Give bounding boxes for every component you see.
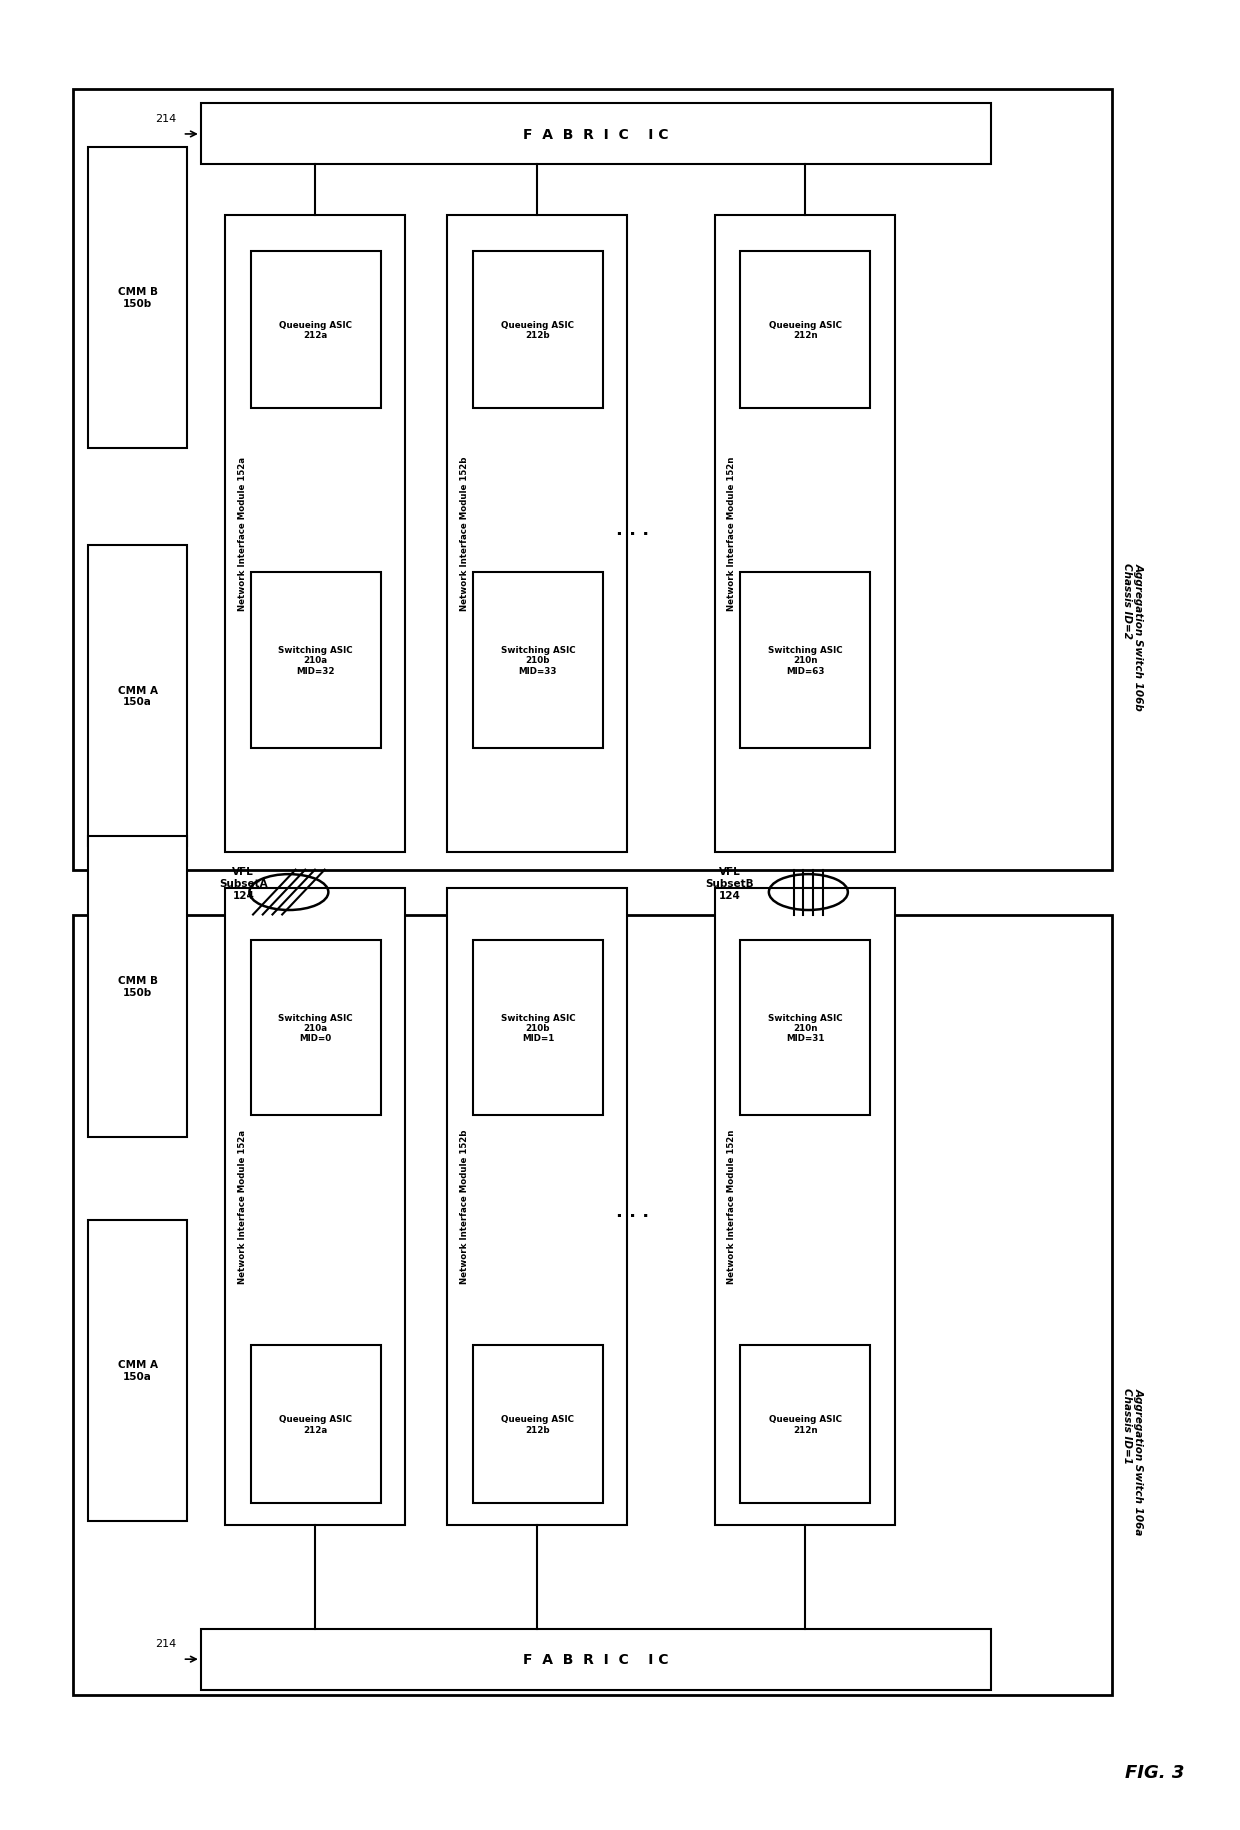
FancyBboxPatch shape (472, 573, 603, 748)
Text: 214: 214 (155, 1638, 176, 1649)
FancyBboxPatch shape (88, 545, 187, 847)
Text: Queueing ASIC
212b: Queueing ASIC 212b (501, 320, 574, 340)
Text: Switching ASIC
210n
MID=63: Switching ASIC 210n MID=63 (768, 646, 843, 675)
FancyBboxPatch shape (472, 251, 603, 410)
FancyBboxPatch shape (714, 216, 894, 853)
FancyBboxPatch shape (472, 1345, 603, 1502)
Text: Network Interface Module 152a: Network Interface Module 152a (238, 1129, 247, 1283)
Text: F  A  B  R  I  C    I C: F A B R I C I C (523, 128, 668, 143)
FancyBboxPatch shape (73, 90, 1112, 869)
FancyBboxPatch shape (448, 216, 627, 853)
Text: Queueing ASIC
212n: Queueing ASIC 212n (769, 320, 842, 340)
Text: CMM A
150a: CMM A 150a (118, 686, 157, 706)
Text: CMM B
150b: CMM B 150b (118, 287, 157, 309)
FancyBboxPatch shape (88, 836, 187, 1138)
FancyBboxPatch shape (250, 1345, 381, 1502)
FancyBboxPatch shape (250, 941, 381, 1116)
FancyBboxPatch shape (88, 1221, 187, 1521)
Text: Queueing ASIC
212b: Queueing ASIC 212b (501, 1415, 574, 1435)
Text: Network Interface Module 152n: Network Interface Module 152n (728, 1129, 737, 1283)
Text: Aggregation Switch 106a
Chassis ID=1: Aggregation Switch 106a Chassis ID=1 (1122, 1387, 1143, 1535)
Text: Queueing ASIC
212a: Queueing ASIC 212a (279, 320, 352, 340)
Text: Switching ASIC
210a
MID=32: Switching ASIC 210a MID=32 (278, 646, 353, 675)
Text: Switching ASIC
210b
MID=1: Switching ASIC 210b MID=1 (501, 1014, 575, 1043)
Text: Queueing ASIC
212n: Queueing ASIC 212n (769, 1415, 842, 1435)
Text: 214: 214 (155, 113, 176, 124)
Text: CMM A
150a: CMM A 150a (118, 1360, 157, 1382)
FancyBboxPatch shape (201, 1629, 991, 1689)
FancyBboxPatch shape (714, 888, 894, 1524)
FancyBboxPatch shape (448, 888, 627, 1524)
Text: Queueing ASIC
212a: Queueing ASIC 212a (279, 1415, 352, 1435)
Text: FIG. 3: FIG. 3 (1125, 1764, 1184, 1781)
Text: Switching ASIC
210a
MID=0: Switching ASIC 210a MID=0 (278, 1014, 353, 1043)
FancyBboxPatch shape (740, 573, 870, 748)
Text: VFL
SubsetB
124: VFL SubsetB 124 (706, 867, 754, 900)
Text: CMM B
150b: CMM B 150b (118, 975, 157, 997)
FancyBboxPatch shape (740, 1345, 870, 1502)
FancyBboxPatch shape (472, 941, 603, 1116)
FancyBboxPatch shape (201, 104, 991, 165)
Text: Network Interface Module 152b: Network Interface Module 152b (460, 458, 469, 611)
Text: Switching ASIC
210b
MID=33: Switching ASIC 210b MID=33 (501, 646, 575, 675)
Text: Aggregation Switch 106b
Chassis ID=2: Aggregation Switch 106b Chassis ID=2 (1122, 562, 1143, 710)
Text: VFL
SubsetA
124: VFL SubsetA 124 (219, 867, 268, 900)
Text: F  A  B  R  I  C    I C: F A B R I C I C (523, 1652, 668, 1667)
FancyBboxPatch shape (73, 915, 1112, 1695)
FancyBboxPatch shape (740, 941, 870, 1116)
FancyBboxPatch shape (250, 573, 381, 748)
FancyBboxPatch shape (224, 888, 405, 1524)
Text: . . .: . . . (615, 520, 649, 538)
Text: Switching ASIC
210n
MID=31: Switching ASIC 210n MID=31 (768, 1014, 843, 1043)
Text: Network Interface Module 152a: Network Interface Module 152a (238, 458, 247, 611)
Text: Network Interface Module 152b: Network Interface Module 152b (460, 1129, 469, 1283)
Text: . . .: . . . (615, 1202, 649, 1221)
FancyBboxPatch shape (88, 148, 187, 448)
FancyBboxPatch shape (250, 251, 381, 410)
FancyBboxPatch shape (224, 216, 405, 853)
Text: Network Interface Module 152n: Network Interface Module 152n (728, 458, 737, 611)
FancyBboxPatch shape (740, 251, 870, 410)
